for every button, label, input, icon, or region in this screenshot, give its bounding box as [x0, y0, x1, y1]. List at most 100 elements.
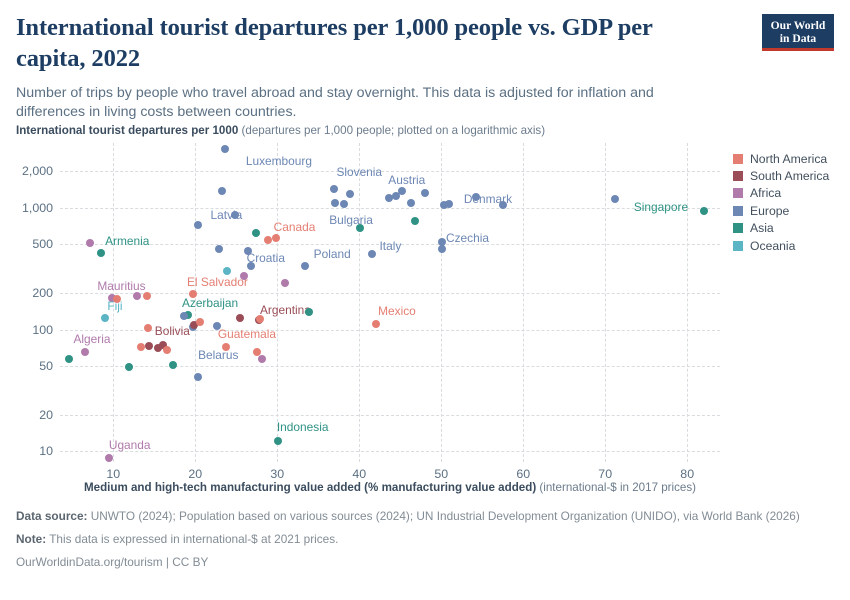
data-point-label: Mexico — [378, 304, 416, 319]
data-point[interactable] — [133, 292, 142, 301]
x-axis-title-unit: (international-$ in 2017 prices) — [539, 481, 697, 494]
data-point[interactable] — [406, 199, 415, 208]
data-point[interactable] — [124, 363, 133, 372]
gridline-vertical — [195, 143, 197, 462]
legend-item-africa[interactable]: Africa — [733, 185, 845, 202]
data-point-el-salvador[interactable] — [188, 290, 197, 299]
data-point-czechia[interactable] — [438, 238, 447, 247]
data-point[interactable] — [420, 188, 429, 197]
page-title: International tourist departures per 1,0… — [16, 14, 653, 73]
data-source-row: Data source: UNWTO (2024); Population ba… — [16, 508, 834, 525]
x-axis-tick-label: 70 — [598, 467, 613, 481]
data-point[interactable] — [439, 200, 448, 209]
legend-swatch-icon — [733, 171, 743, 182]
data-point[interactable] — [212, 322, 221, 331]
data-point[interactable] — [411, 217, 419, 226]
data-point[interactable] — [217, 187, 226, 196]
data-point[interactable] — [305, 308, 314, 317]
data-point-indonesia[interactable] — [274, 436, 283, 445]
data-point-singapore[interactable] — [699, 206, 708, 215]
data-point[interactable] — [252, 347, 261, 356]
data-point[interactable] — [65, 355, 74, 364]
gridline-horizontal — [60, 329, 720, 331]
x-axis-tick-label: 30 — [270, 467, 285, 481]
data-point[interactable] — [85, 239, 94, 248]
data-point[interactable] — [346, 190, 355, 199]
legend-item-oceania[interactable]: Oceania — [733, 237, 845, 254]
data-point-algeria[interactable] — [81, 347, 90, 356]
data-point[interactable] — [611, 194, 620, 203]
legend-item-asia[interactable]: Asia — [733, 220, 845, 237]
legend-item-south-america[interactable]: South America — [733, 167, 845, 184]
data-point[interactable] — [223, 267, 232, 276]
data-point-label: Uganda — [108, 437, 151, 452]
data-point-canada[interactable] — [271, 234, 280, 243]
data-point-label: Luxembourg — [245, 154, 312, 169]
legend-item-north-america[interactable]: North America — [733, 150, 845, 167]
data-point[interactable] — [331, 199, 340, 208]
data-point-uganda[interactable] — [105, 453, 114, 462]
data-point[interactable] — [384, 193, 393, 202]
logo-line-1: Our World — [770, 19, 826, 32]
data-point-luxembourg[interactable] — [220, 144, 229, 153]
data-point-slovenia[interactable] — [329, 184, 338, 193]
data-point[interactable] — [144, 342, 153, 351]
data-point-croatia[interactable] — [243, 247, 252, 256]
data-point-austria[interactable] — [392, 191, 401, 200]
data-point[interactable] — [215, 244, 224, 253]
data-point[interactable] — [247, 262, 256, 271]
data-point-label: Mauritius — [97, 279, 146, 293]
data-point[interactable] — [113, 295, 122, 304]
legend-item-europe[interactable]: Europe — [733, 202, 845, 219]
data-point[interactable] — [196, 318, 205, 327]
data-point[interactable] — [190, 320, 199, 329]
data-point[interactable] — [257, 355, 266, 364]
data-point-azerbaijan[interactable] — [183, 311, 192, 320]
data-point-poland[interactable] — [301, 262, 310, 271]
data-point[interactable] — [143, 324, 152, 333]
chart-subtitle: Number of trips by people who travel abr… — [16, 84, 654, 121]
data-point[interactable] — [142, 291, 151, 300]
data-point[interactable] — [137, 343, 146, 352]
y-axis-title: International tourist departures per 100… — [16, 124, 545, 137]
gridline-vertical — [359, 143, 361, 462]
data-point[interactable] — [154, 343, 163, 352]
gridline-vertical — [687, 143, 689, 462]
data-point-bulgaria[interactable] — [340, 199, 349, 208]
owid-license-link[interactable]: OurWorldinData.org/tourism | CC BY — [16, 554, 209, 569]
data-point-latvia[interactable] — [193, 221, 202, 230]
data-point-guatemala[interactable] — [221, 343, 230, 352]
data-point[interactable] — [163, 346, 172, 355]
data-point[interactable] — [472, 192, 481, 201]
legend-item-label: Asia — [750, 221, 774, 236]
legend-swatch-icon — [733, 240, 743, 251]
data-point[interactable] — [438, 245, 447, 254]
data-point-mexico[interactable] — [372, 319, 381, 328]
y-axis-tick-label: 10 — [39, 444, 53, 459]
data-point[interactable] — [235, 313, 244, 322]
data-point-mauritius[interactable] — [108, 293, 117, 302]
data-point[interactable] — [179, 312, 188, 321]
data-point-denmark[interactable] — [445, 199, 454, 208]
data-point[interactable] — [169, 361, 178, 370]
data-point[interactable] — [230, 210, 239, 219]
data-point-italy[interactable] — [367, 249, 376, 258]
data-point[interactable] — [256, 314, 265, 323]
data-point[interactable] — [397, 186, 406, 195]
legend-item-label: South America — [750, 169, 830, 184]
data-point-armenia[interactable] — [96, 249, 105, 258]
legend-item-label: Africa — [750, 186, 782, 201]
data-point-fiji[interactable] — [101, 314, 110, 323]
data-point[interactable] — [356, 224, 365, 233]
data-point[interactable] — [251, 229, 260, 238]
data-point[interactable] — [498, 201, 507, 210]
x-axis-tick-label: 60 — [516, 467, 531, 481]
data-point[interactable] — [239, 272, 248, 281]
data-point-label: Poland — [313, 246, 351, 261]
data-point[interactable] — [281, 279, 290, 288]
data-point[interactable] — [264, 235, 273, 244]
x-axis-title-main: Medium and high-tech manufacturing value… — [83, 481, 537, 494]
data-point-belarus[interactable] — [193, 372, 202, 381]
our-world-in-data-logo[interactable]: Our World in Data — [762, 14, 834, 51]
data-point-bolivia[interactable] — [159, 340, 168, 349]
